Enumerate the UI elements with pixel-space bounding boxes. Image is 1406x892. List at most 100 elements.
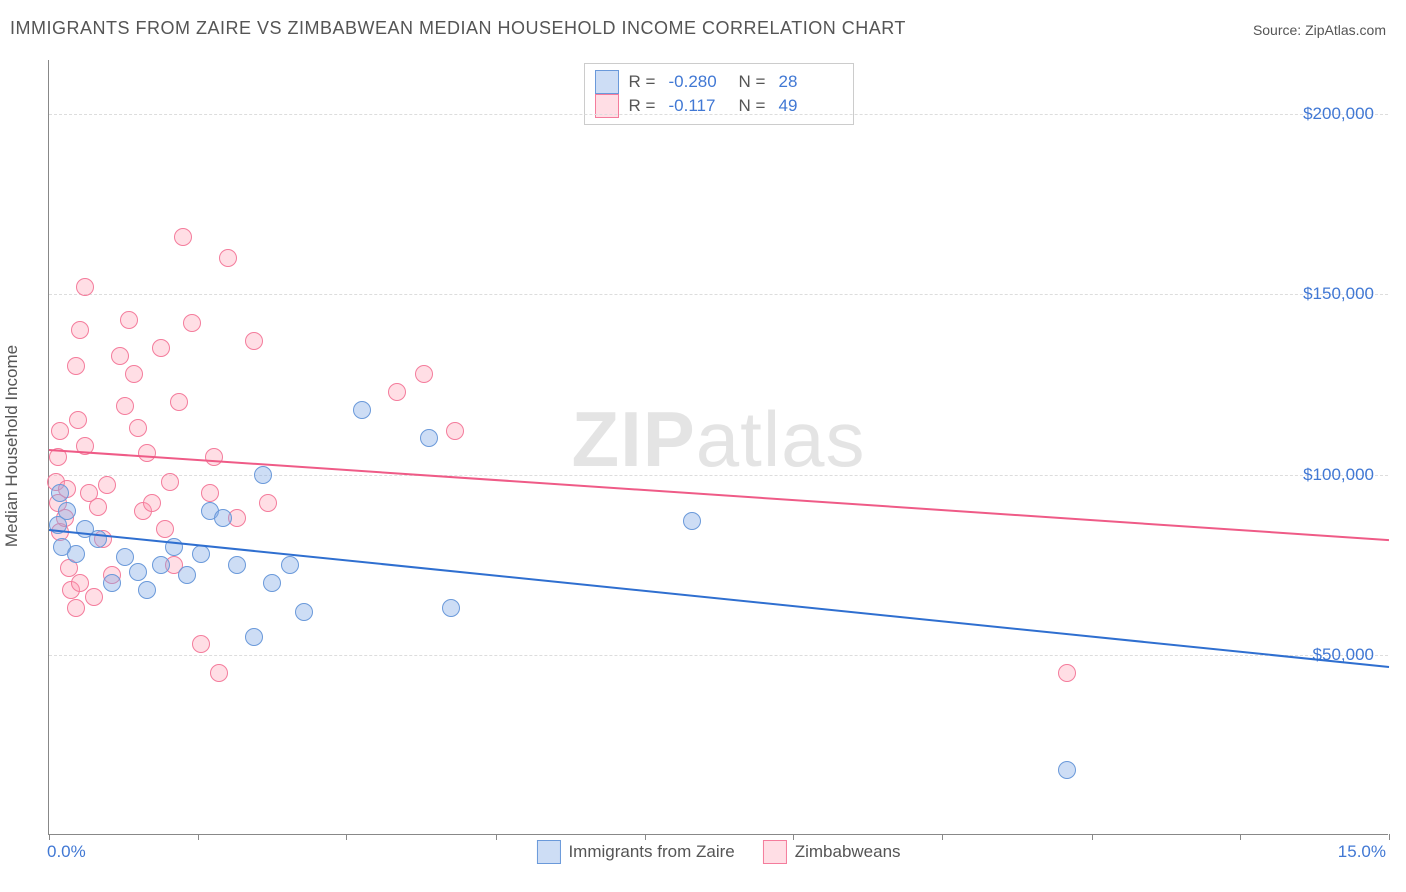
data-point-zimbabweans	[192, 635, 210, 653]
data-point-zaire	[51, 484, 69, 502]
source-label: Source:	[1253, 22, 1305, 38]
data-point-zimbabweans	[120, 311, 138, 329]
data-point-zimbabweans	[210, 664, 228, 682]
data-point-zaire	[178, 566, 196, 584]
data-point-zimbabweans	[152, 339, 170, 357]
data-point-zaire	[129, 563, 147, 581]
x-tick-mark	[793, 834, 794, 840]
watermark: ZIPatlas	[571, 394, 865, 485]
data-point-zimbabweans	[161, 473, 179, 491]
plot-area: ZIPatlas R = -0.280 N = 28 R = -0.117 N …	[48, 60, 1388, 835]
legend-swatch-zaire	[536, 840, 560, 864]
data-point-zimbabweans	[201, 484, 219, 502]
gridline	[49, 475, 1388, 476]
data-point-zimbabweans	[67, 599, 85, 617]
legend-series: Immigrants from Zaire Zimbabweans	[536, 840, 900, 864]
y-tick-label: $100,000	[1303, 465, 1374, 485]
data-point-zimbabweans	[156, 520, 174, 538]
n-label: N =	[739, 70, 769, 94]
data-point-zimbabweans	[170, 393, 188, 411]
x-tick-mark	[198, 834, 199, 840]
data-point-zaire	[138, 581, 156, 599]
data-point-zimbabweans	[67, 357, 85, 375]
x-tick-mark	[496, 834, 497, 840]
data-point-zaire	[214, 509, 232, 527]
data-point-zaire	[245, 628, 263, 646]
data-point-zimbabweans	[219, 249, 237, 267]
gridline	[49, 294, 1388, 295]
watermark-zip: ZIP	[571, 395, 695, 483]
data-point-zimbabweans	[415, 365, 433, 383]
data-point-zimbabweans	[446, 422, 464, 440]
legend-label-zimbabweans: Zimbabweans	[795, 842, 901, 862]
legend-label-zaire: Immigrants from Zaire	[568, 842, 734, 862]
legend-item-zaire: Immigrants from Zaire	[536, 840, 734, 864]
data-point-zimbabweans	[205, 448, 223, 466]
r-label: R =	[629, 70, 659, 94]
data-point-zaire	[420, 429, 438, 447]
trend-line-zaire	[49, 529, 1389, 668]
data-point-zaire	[58, 502, 76, 520]
data-point-zaire	[116, 548, 134, 566]
y-tick-label: $200,000	[1303, 104, 1374, 124]
data-point-zimbabweans	[89, 498, 107, 516]
data-point-zaire	[67, 545, 85, 563]
data-point-zimbabweans	[51, 422, 69, 440]
data-point-zimbabweans	[111, 347, 129, 365]
x-tick-mark	[1240, 834, 1241, 840]
data-point-zaire	[281, 556, 299, 574]
data-point-zimbabweans	[174, 228, 192, 246]
x-tick-left: 0.0%	[47, 842, 86, 862]
data-point-zimbabweans	[259, 494, 277, 512]
data-point-zimbabweans	[245, 332, 263, 350]
data-point-zimbabweans	[69, 411, 87, 429]
y-axis-title: Median Household Income	[2, 345, 22, 547]
data-point-zimbabweans	[129, 419, 147, 437]
trend-line-zimbabweans	[49, 449, 1389, 541]
data-point-zaire	[192, 545, 210, 563]
n-value-zaire: 28	[779, 70, 839, 94]
data-point-zaire	[103, 574, 121, 592]
legend-stats-row-zaire: R = -0.280 N = 28	[595, 70, 839, 94]
x-tick-mark	[1092, 834, 1093, 840]
legend-item-zimbabweans: Zimbabweans	[763, 840, 901, 864]
chart-container: IMMIGRANTS FROM ZAIRE VS ZIMBABWEAN MEDI…	[0, 0, 1406, 892]
legend-swatch-zimbabweans	[763, 840, 787, 864]
data-point-zimbabweans	[143, 494, 161, 512]
data-point-zimbabweans	[98, 476, 116, 494]
r-value-zaire: -0.280	[669, 70, 729, 94]
source-attribution: Source: ZipAtlas.com	[1253, 22, 1386, 38]
data-point-zaire	[353, 401, 371, 419]
watermark-rest: atlas	[696, 395, 866, 483]
legend-swatch-zaire	[595, 70, 619, 94]
x-tick-mark	[1389, 834, 1390, 840]
y-tick-label: $150,000	[1303, 284, 1374, 304]
data-point-zimbabweans	[76, 278, 94, 296]
data-point-zimbabweans	[116, 397, 134, 415]
data-point-zimbabweans	[85, 588, 103, 606]
data-point-zimbabweans	[125, 365, 143, 383]
x-tick-right: 15.0%	[1338, 842, 1386, 862]
gridline	[49, 655, 1388, 656]
data-point-zimbabweans	[71, 321, 89, 339]
data-point-zimbabweans	[71, 574, 89, 592]
chart-title: IMMIGRANTS FROM ZAIRE VS ZIMBABWEAN MEDI…	[10, 18, 906, 39]
data-point-zimbabweans	[138, 444, 156, 462]
x-tick-mark	[346, 834, 347, 840]
x-tick-mark	[645, 834, 646, 840]
data-point-zaire	[683, 512, 701, 530]
x-tick-mark	[942, 834, 943, 840]
data-point-zaire	[228, 556, 246, 574]
data-point-zaire	[295, 603, 313, 621]
data-point-zaire	[442, 599, 460, 617]
data-point-zaire	[254, 466, 272, 484]
x-tick-mark	[49, 834, 50, 840]
data-point-zimbabweans	[1058, 664, 1076, 682]
data-point-zaire	[263, 574, 281, 592]
data-point-zaire	[152, 556, 170, 574]
data-point-zimbabweans	[183, 314, 201, 332]
source-value: ZipAtlas.com	[1305, 22, 1386, 38]
data-point-zaire	[1058, 761, 1076, 779]
data-point-zimbabweans	[388, 383, 406, 401]
gridline	[49, 114, 1388, 115]
